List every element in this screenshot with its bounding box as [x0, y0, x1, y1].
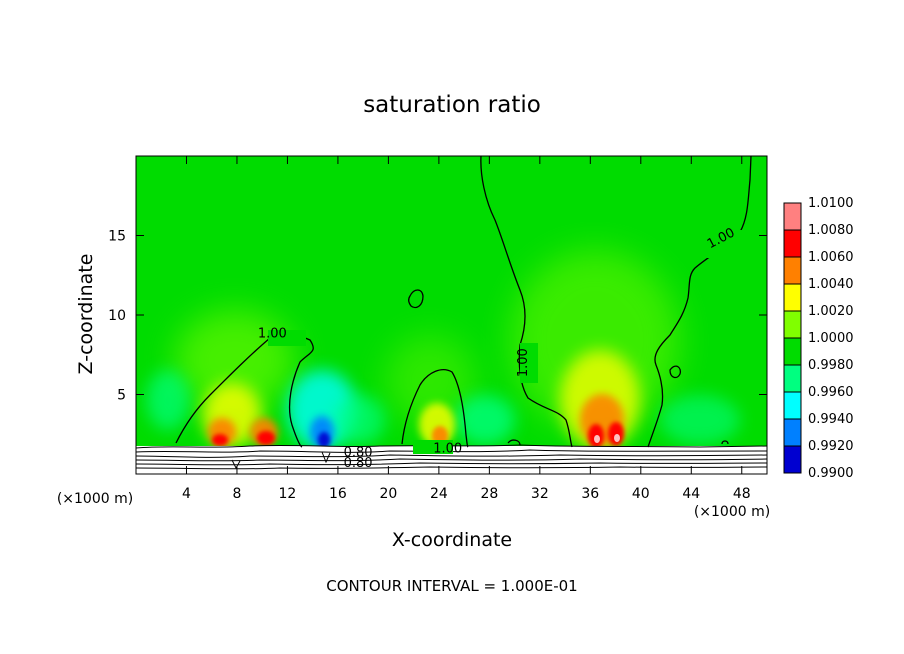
x-tick-label-16: 16 — [329, 486, 347, 502]
field-patch-red-right-2 — [608, 422, 624, 446]
ground-contour-line-4 — [136, 458, 767, 462]
x-tick-label-48: 48 — [733, 486, 751, 502]
chart-title: saturation ratio — [363, 92, 541, 118]
x-unit-label: (×1000 m) — [694, 504, 770, 520]
colorbar-swatch-2 — [784, 230, 801, 257]
colorbar-swatch-10 — [784, 446, 801, 473]
field-patches — [146, 250, 740, 450]
colorbar-swatch-9 — [784, 419, 801, 446]
field-patch-pink-right — [594, 435, 600, 443]
contour-1-small-loop — [669, 365, 682, 379]
contour-label-3: 1.00 — [516, 348, 531, 377]
ground-contour-line-6 — [136, 466, 767, 470]
x-tick-label-32: 32 — [531, 486, 549, 502]
colorbar-label-9: 0.9940 — [808, 412, 854, 427]
y-ticks: 5 10 15 — [108, 229, 767, 404]
colorbar-swatch-6 — [784, 338, 801, 365]
contour-label-backdrop-2 — [413, 440, 453, 454]
ground-contours — [136, 444, 767, 470]
y-tick-label-5: 5 — [117, 388, 126, 404]
contour-label-backdrop-1 — [268, 330, 306, 346]
colorbar: 1.0100 1.0080 1.0060 1.0040 1.0020 1.0000 0.99… — [783, 196, 854, 481]
contour-1-left-bottom — [507, 439, 521, 446]
y-unit-label: (×1000 m) — [57, 491, 133, 507]
colorbar-label-8: 0.9960 — [808, 385, 854, 400]
field-patch-cyan-center-2 — [335, 395, 385, 445]
ground-contour-line-7 — [231, 459, 241, 470]
colorbar-label-2: 1.0080 — [808, 223, 854, 238]
x-tick-label-24: 24 — [430, 486, 448, 502]
contour-1-bubble — [407, 289, 424, 309]
colorbar-label-5: 1.0020 — [808, 304, 854, 319]
colorbar-label-4: 1.0040 — [808, 277, 854, 292]
x-tick-label-12: 12 — [279, 486, 297, 502]
colorbar-swatch-3 — [784, 257, 801, 284]
ground-contour-line-2 — [136, 449, 767, 453]
ground-contour-line-1 — [136, 444, 767, 449]
colorbar-label-11: 0.9900 — [808, 466, 854, 481]
field-patch-darkblue-center — [318, 432, 330, 448]
contour-label-backdrop-4 — [700, 230, 744, 258]
x-tick-label-44: 44 — [682, 486, 700, 502]
field-patch-pink-right-2 — [614, 434, 620, 442]
contour-label-5: 0.80 — [344, 446, 373, 461]
field-patch-red-left — [212, 434, 228, 446]
colorbar-swatch-8 — [784, 392, 801, 419]
x-tick-label-4: 4 — [182, 486, 191, 502]
colorbar-label-3: 1.0060 — [808, 250, 854, 265]
y-tick-label-10: 10 — [108, 308, 126, 324]
contour-labels: 1.001.001.001.000.800.80 — [258, 225, 738, 470]
field-patch-red-left-2 — [257, 431, 275, 445]
colorbar-label-6: 1.0000 — [808, 331, 854, 346]
contour-interval-text: CONTOUR INTERVAL = 1.000E-01 — [326, 577, 577, 595]
x-tick-label-8: 8 — [232, 486, 241, 502]
field-patch-green-left-high — [175, 310, 295, 410]
x-tick-label-28: 28 — [480, 486, 498, 502]
colorbar-swatch-7 — [784, 365, 801, 392]
contour-label-1: 1.00 — [258, 326, 287, 341]
colorbar-swatch-4 — [784, 284, 801, 311]
contour-label-6: 0.80 — [344, 456, 373, 471]
colorbar-label-10: 0.9920 — [808, 439, 854, 454]
colorbar-label-1: 1.0100 — [808, 196, 854, 211]
colorbar-label-7: 0.9980 — [808, 358, 854, 373]
contour-label-backdrop-3 — [520, 343, 538, 383]
field-patch-cyan-left — [146, 370, 190, 430]
contour-1-left — [175, 334, 314, 448]
x-tick-label-40: 40 — [632, 486, 650, 502]
x-ticks: 4 8 12 16 20 24 28 32 36 40 44 48 — [182, 156, 751, 502]
x-tick-label-36: 36 — [581, 486, 599, 502]
contour-label-2: 1.00 — [433, 442, 462, 457]
x-axis-title: X-coordinate — [392, 529, 512, 551]
field-patch-cyan-far-right — [660, 395, 740, 445]
plot-area — [136, 156, 767, 474]
colorbar-swatch-5 — [784, 311, 801, 338]
x-tick-label-20: 20 — [379, 486, 397, 502]
colorbar-swatch-1 — [784, 203, 801, 230]
y-tick-label-15: 15 — [108, 229, 126, 245]
field-patch-cyan-right — [455, 395, 515, 445]
contour-1-right-bottom — [721, 440, 729, 445]
ground-contour-line-3 — [136, 454, 767, 458]
contour-1-mid — [401, 369, 469, 448]
field-patch-green-mid — [385, 335, 475, 425]
y-axis-title: Z-coordinate — [75, 254, 97, 375]
ground-contour-line-8 — [321, 451, 331, 464]
